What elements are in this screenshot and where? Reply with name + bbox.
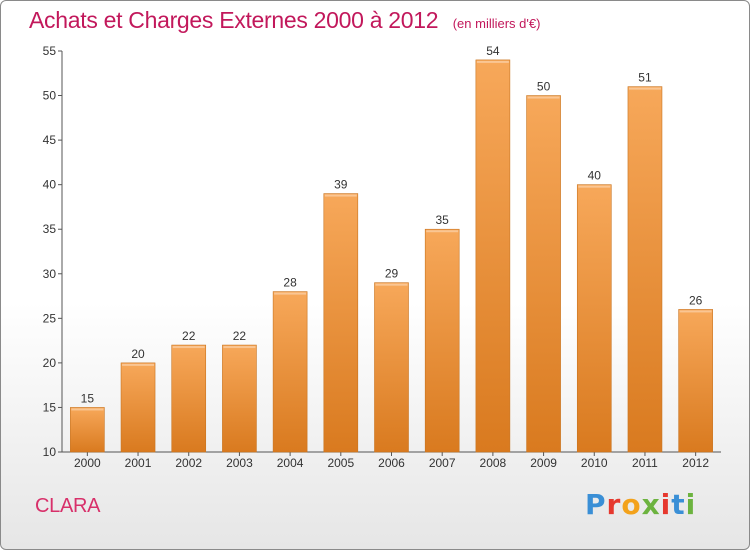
bar: [272, 291, 308, 453]
x-tick-label: 2009: [530, 456, 557, 470]
brand-letter: o: [621, 488, 642, 521]
bar: [526, 95, 561, 453]
bar: [424, 228, 460, 453]
x-tick-label: 2008: [480, 456, 507, 470]
x-tick-label: 2004: [277, 456, 304, 470]
bar: [678, 309, 713, 453]
brand-letter: x: [641, 488, 661, 521]
x-tick-label: 2010: [581, 456, 608, 470]
bar-value-label: 26: [689, 293, 703, 307]
bar-highlight: [172, 346, 205, 349]
bar-highlight: [578, 185, 611, 188]
bar-highlight: [476, 60, 509, 63]
y-tick-label: 20: [43, 356, 57, 370]
bar-value-label: 35: [436, 213, 450, 227]
bar-highlight: [223, 346, 256, 349]
bar-highlight: [122, 363, 155, 366]
x-tick-label: 2001: [125, 456, 152, 470]
bar: [627, 86, 663, 453]
y-tick-label: 55: [43, 44, 57, 58]
y-tick-label: 40: [43, 178, 57, 192]
bar: [374, 282, 409, 453]
bar: [576, 184, 612, 453]
bar-value-label: 15: [81, 391, 95, 405]
bar-value-label: 40: [588, 169, 602, 183]
y-tick-label: 50: [43, 89, 57, 103]
x-tick-label: 2012: [682, 456, 709, 470]
x-tick-label: 2007: [429, 456, 456, 470]
brand-letter: t: [671, 488, 686, 521]
bar-value-label: 39: [334, 178, 348, 192]
y-tick-label: 25: [43, 311, 57, 325]
x-tick-label: 2002: [175, 456, 202, 470]
x-tick-label: 2011: [632, 456, 658, 470]
bar-value-label: 22: [182, 329, 196, 343]
y-tick-label: 10: [43, 445, 57, 459]
bar-value-label: 51: [638, 71, 652, 85]
bar: [323, 193, 359, 453]
bar-highlight: [679, 310, 712, 313]
y-tick-label: 30: [43, 267, 57, 281]
x-tick-label: 2006: [378, 456, 405, 470]
bar: [70, 407, 105, 453]
bar-highlight: [527, 96, 560, 99]
bar-value-label: 29: [385, 267, 399, 281]
y-axis: 10 15 20 25 30 35 40 45 50 55: [43, 44, 63, 459]
y-tick-label: 15: [43, 400, 57, 414]
x-tick-label: 2005: [327, 456, 354, 470]
bar-value-label: 28: [283, 276, 297, 290]
bar-highlight: [274, 292, 307, 295]
bar-value-label: 54: [486, 44, 500, 58]
brand-letter: i: [685, 488, 697, 521]
bar: [120, 362, 156, 453]
bar-value-label: 20: [131, 347, 145, 361]
bar-highlight: [426, 230, 459, 233]
bar: [171, 344, 207, 453]
bars: 15 20 22 22 28 39 29 35 54 50 40 51 26: [70, 44, 713, 453]
x-axis: 2000 2001 2002 2003 2004 2005 2006 2007 2008 2009…: [62, 451, 721, 470]
brand-letter: P: [585, 488, 607, 521]
bar: [475, 59, 511, 453]
y-tick-label: 45: [43, 133, 57, 147]
chart-title: Achats et Charges Externes 2000 à 2012: [29, 7, 439, 33]
bar-value-label: 22: [233, 329, 247, 343]
x-tick-label: 2003: [226, 456, 253, 470]
bar: [222, 344, 257, 453]
bar-highlight: [375, 283, 408, 286]
bar-highlight: [628, 87, 661, 90]
place-name: CLARA: [35, 495, 101, 517]
title-row: Achats et Charges Externes 2000 à 2012 (…: [29, 7, 540, 34]
bar-value-label: 50: [537, 80, 551, 94]
x-tick-label: 2000: [74, 456, 101, 470]
chart-unit: (en milliers d'€): [452, 16, 541, 31]
brand-letter: r: [606, 488, 622, 521]
bar-highlight: [324, 194, 357, 197]
bar-highlight: [71, 408, 104, 411]
brand-letter: i: [660, 488, 672, 521]
y-tick-label: 35: [43, 222, 57, 236]
proxiti-logo[interactable]: Proxiti: [585, 488, 696, 521]
